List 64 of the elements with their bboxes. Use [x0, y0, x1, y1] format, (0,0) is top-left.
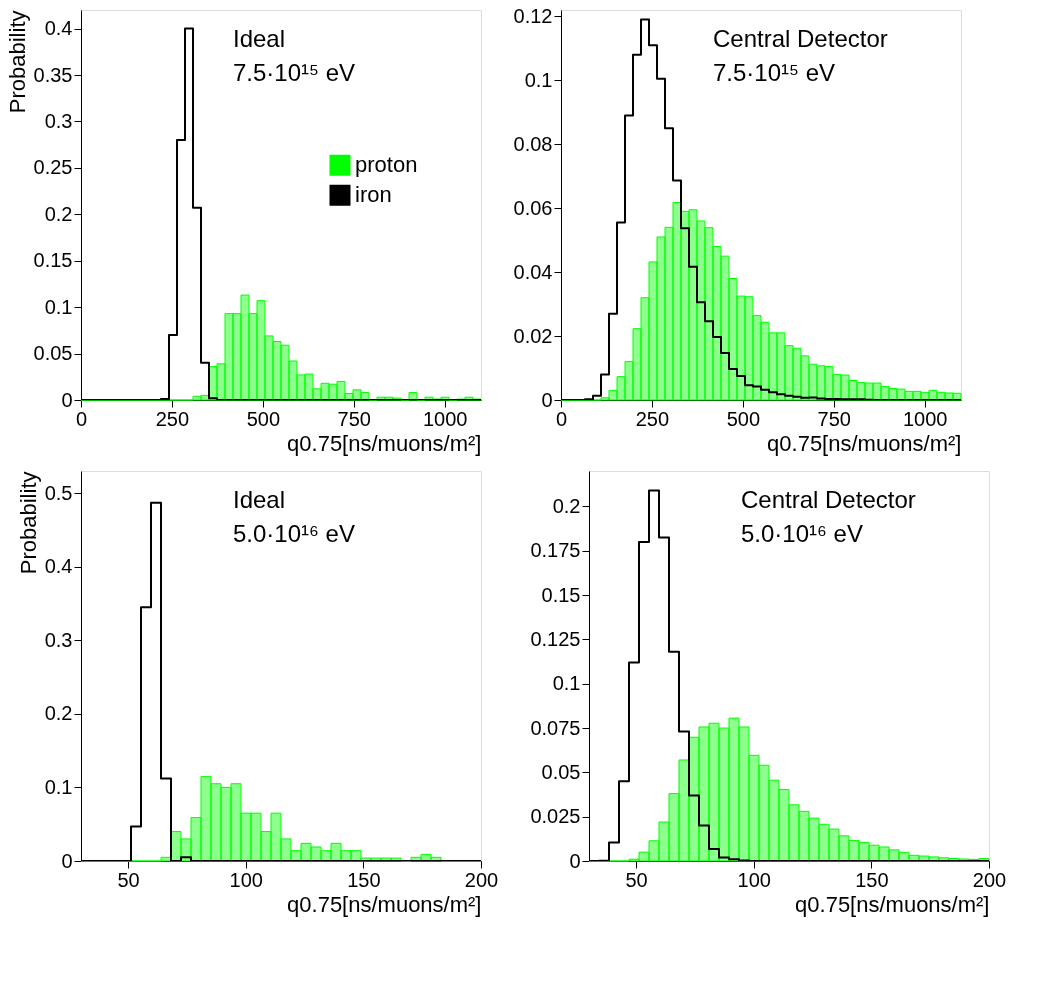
- x-axis-title: q0.75[ns/muons/m²]: [287, 430, 482, 456]
- x-tick-label: 50: [625, 868, 648, 891]
- y-axis-title: Probability: [15, 471, 41, 575]
- annotation: 5.0·10¹⁶ eV: [741, 520, 863, 547]
- y-tick-label: 0.2: [44, 702, 73, 725]
- y-tick-label: 0: [61, 849, 73, 872]
- y-tick-label: 0: [541, 388, 553, 411]
- y-tick-label: 0.25: [33, 156, 73, 179]
- y-tick-label: 0.05: [33, 342, 73, 365]
- annotation: 7.5·10¹⁵ eV: [233, 59, 356, 86]
- y-tick-label: 0.02: [513, 324, 553, 347]
- y-tick-label: 0.06: [513, 196, 553, 219]
- x-tick-label: 200: [464, 868, 499, 891]
- y-tick-label: 0.2: [552, 494, 581, 517]
- x-axis-title: q0.75[ns/muons/m²]: [287, 891, 482, 917]
- x-tick-label: 150: [855, 868, 889, 891]
- annotation: 7.5·10¹⁵ eV: [713, 59, 836, 86]
- x-axis-title: q0.75[ns/muons/m²]: [767, 430, 962, 456]
- y-tick-label: 0.025: [530, 805, 581, 828]
- x-tick-label: 1000: [422, 407, 468, 430]
- y-tick-label: 0.05: [541, 760, 581, 783]
- y-tick-label: 0: [61, 388, 73, 411]
- annotation: 5.0·10¹⁶ eV: [233, 520, 355, 547]
- x-tick-label: 0: [75, 407, 88, 430]
- x-tick-label: 250: [635, 407, 670, 430]
- y-tick-label: 0.1: [552, 672, 581, 695]
- y-tick-label: 0.175: [530, 539, 581, 562]
- y-tick-label: 0.2: [44, 202, 73, 225]
- x-axis-title: q0.75[ns/muons/m²]: [795, 891, 990, 917]
- y-tick-label: 0.35: [33, 63, 73, 86]
- legend-label: iron: [355, 182, 392, 208]
- x-tick-label: 200: [972, 868, 1007, 891]
- x-tick-label: 50: [117, 868, 140, 891]
- y-tick-label: 0.1: [44, 295, 73, 318]
- annotation: Ideal: [233, 486, 286, 513]
- x-tick-label: 100: [229, 868, 263, 891]
- x-tick-label: 750: [817, 407, 851, 430]
- y-tick-label: 0.5: [44, 481, 73, 504]
- y-tick-label: 0.125: [530, 627, 581, 650]
- x-tick-label: 150: [347, 868, 381, 891]
- y-tick-label: 0.3: [44, 628, 73, 651]
- x-tick-label: 250: [155, 407, 190, 430]
- y-tick-label: 0.4: [44, 17, 73, 40]
- y-tick-label: 0.4: [44, 555, 73, 578]
- y-tick-label: 0: [569, 849, 581, 872]
- legend-label: proton: [355, 152, 418, 178]
- y-tick-label: 0.12: [513, 4, 553, 27]
- y-tick-label: 0.15: [33, 249, 73, 272]
- annotation: Ideal: [233, 25, 286, 52]
- x-tick-label: 500: [726, 407, 761, 430]
- x-tick-label: 100: [737, 868, 771, 891]
- x-tick-label: 750: [337, 407, 371, 430]
- y-tick-label: 0.08: [513, 132, 553, 155]
- y-tick-label: 0.075: [530, 716, 581, 739]
- y-tick-label: 0.1: [44, 775, 73, 798]
- y-tick-label: 0.15: [541, 583, 581, 606]
- y-tick-label: 0.04: [513, 260, 553, 283]
- annotation: Central Detector: [741, 486, 916, 513]
- y-axis-title: Probability: [4, 10, 30, 114]
- x-tick-label: 500: [246, 407, 281, 430]
- y-tick-label: 0.3: [44, 109, 73, 132]
- y-tick-label: 0.1: [524, 68, 553, 91]
- x-tick-label: 1000: [902, 407, 948, 430]
- annotation: Central Detector: [713, 25, 888, 52]
